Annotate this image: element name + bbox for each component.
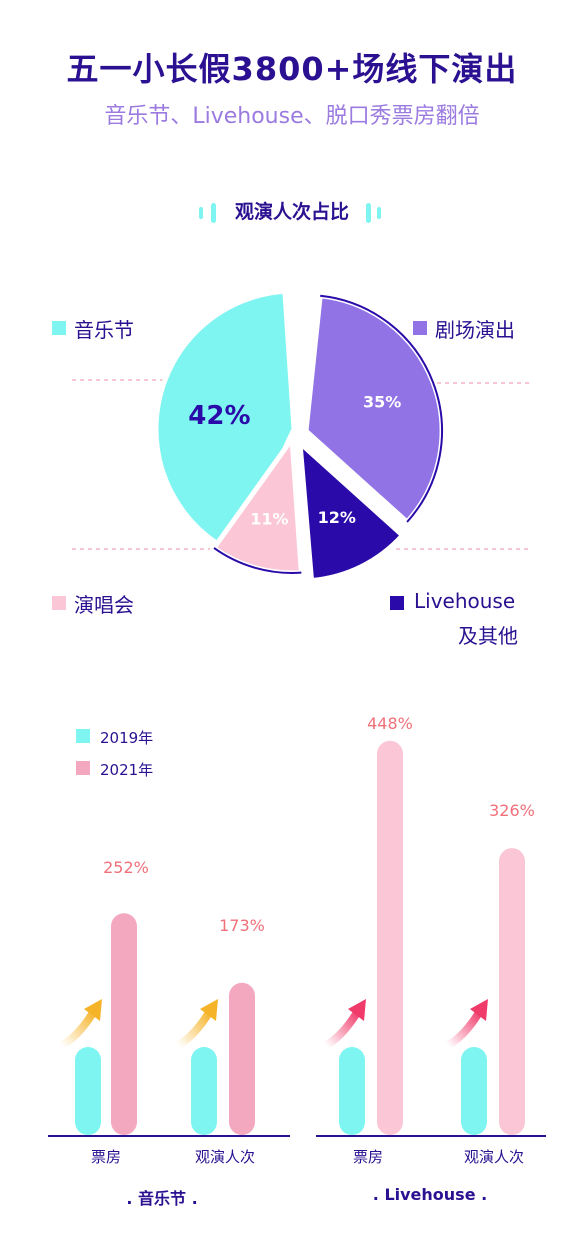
growth-label: 448% (367, 714, 413, 733)
bar-2019 (75, 1047, 101, 1135)
growth-arrow-head-icon (200, 999, 218, 1021)
bar-chart (48, 740, 546, 1137)
legend-theater: 剧场演出 (435, 318, 515, 342)
pie-slice-outline (320, 294, 443, 523)
pie-chart: 42% 35% 12% 11% (153, 288, 445, 584)
growth-arrow-icon (174, 1007, 214, 1049)
bar-2019 (461, 1047, 487, 1135)
page-subtitle: 音乐节、Livehouse、脱口秀票房翻倍 (104, 104, 480, 129)
growth-label: 252% (103, 858, 149, 877)
growth-arrow-head-icon (348, 999, 366, 1021)
growth-label: 173% (219, 916, 265, 935)
pie-section-heading: 观演人次占比 (0, 197, 584, 224)
pie-slice-label: 11% (250, 510, 288, 529)
legend-swatch-theater (413, 321, 427, 335)
category-label: 观演人次 (194, 1148, 255, 1166)
legend-livehouse-line2: 及其他 (458, 624, 518, 648)
growth-arrow-icon (58, 1007, 98, 1049)
deco-bar-icon (210, 203, 216, 223)
pie-slice-label: 42% (188, 401, 250, 431)
deco-bar-icon (377, 207, 381, 219)
deco-bar-icon (198, 207, 203, 219)
legend-swatch-livehouse (390, 596, 404, 610)
bar-2019 (339, 1047, 365, 1135)
bar-2021 (111, 913, 137, 1135)
group-label-music-festival: . 音乐节 . (126, 1189, 198, 1208)
bar-2021 (499, 848, 525, 1135)
legend-2019: 2019年 (100, 729, 154, 747)
legend-swatch-concert (52, 596, 66, 610)
page-title: 五一小长假3800+场线下演出 (66, 50, 518, 88)
legend-swatch-2021 (76, 761, 90, 775)
category-label: 票房 (352, 1148, 383, 1166)
legend-2021: 2021年 (100, 761, 154, 779)
pie-slice-label: 35% (363, 392, 401, 411)
pie-slice-label: 12% (318, 508, 356, 527)
bar-2021 (229, 982, 255, 1135)
growth-arrow-head-icon (84, 999, 102, 1021)
growth-arrow-icon (322, 1007, 362, 1049)
legend-swatch-2019 (76, 729, 90, 743)
growth-arrow-icon (444, 1007, 484, 1049)
legend-concert: 演唱会 (74, 593, 134, 617)
growth-label: 326% (489, 801, 535, 820)
category-label: 票房 (90, 1148, 121, 1166)
deco-bar-icon (366, 203, 371, 223)
legend-swatch-music-festival (52, 321, 66, 335)
category-label: 观演人次 (463, 1148, 524, 1166)
pie-slice (296, 436, 407, 584)
group-label-livehouse: . Livehouse . (372, 1185, 488, 1204)
bar-2021 (377, 740, 403, 1135)
legend-music-festival: 音乐节 (74, 318, 134, 342)
pie-title: 观演人次占比 (234, 201, 349, 223)
pie-title-wrap: 观演人次占比 (198, 197, 381, 224)
growth-arrow-head-icon (470, 999, 488, 1021)
legend-livehouse: Livehouse (414, 589, 516, 613)
pie-slice-outline (213, 547, 302, 574)
bar-2019 (191, 1047, 217, 1135)
